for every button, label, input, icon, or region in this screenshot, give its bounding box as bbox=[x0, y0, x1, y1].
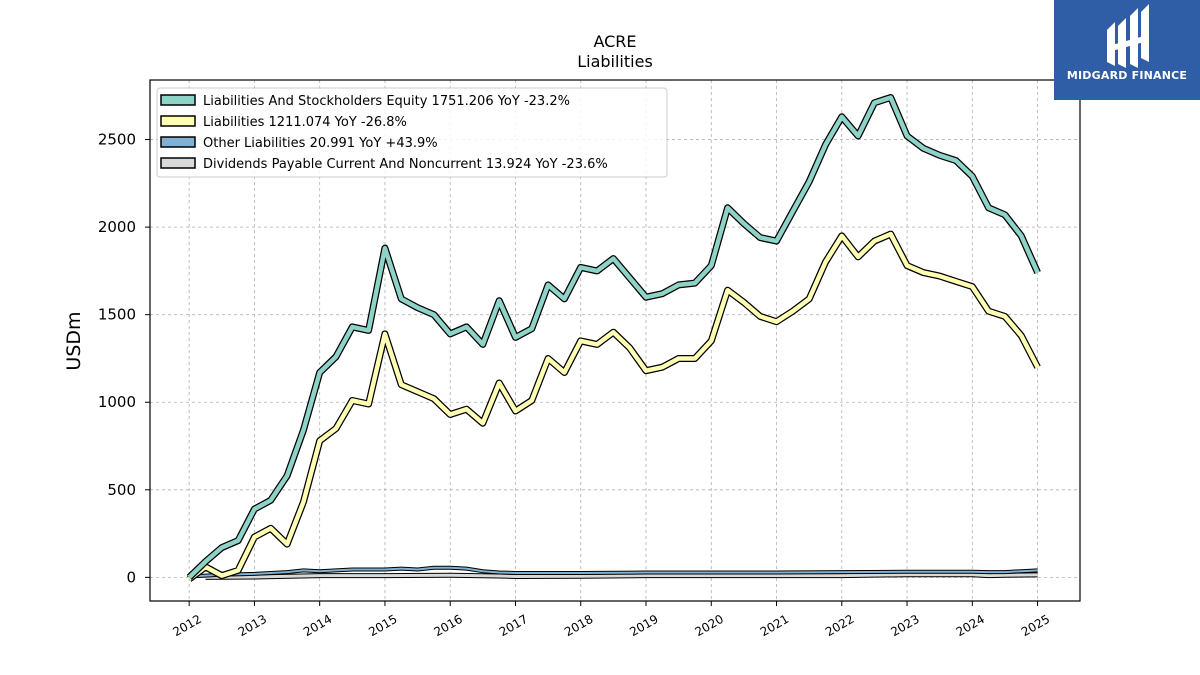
legend-label: Liabilities 1211.074 YoY -26.8% bbox=[203, 115, 407, 130]
y-tick-label: 2500 bbox=[98, 131, 136, 149]
x-tick-label: 2024 bbox=[954, 612, 987, 639]
legend-label: Dividends Payable Current And Noncurrent… bbox=[203, 157, 608, 172]
legend-label: Other Liabilities 20.991 YoY +43.9% bbox=[203, 136, 438, 151]
y-tick-label: 1000 bbox=[98, 393, 136, 411]
x-tick-label: 2014 bbox=[301, 612, 334, 639]
series-line bbox=[187, 231, 1040, 581]
x-tick-label: 2018 bbox=[562, 612, 595, 639]
series-line bbox=[187, 95, 1040, 580]
chart-subtitle: Liabilities bbox=[577, 52, 653, 71]
legend-label: Liabilities And Stockholders Equity 1751… bbox=[203, 94, 570, 109]
brand-logo: MIDGARD FINANCE bbox=[1054, 0, 1200, 100]
x-tick-label: 2015 bbox=[366, 612, 399, 639]
series-outline bbox=[187, 230, 1041, 582]
x-tick-label: 2013 bbox=[236, 612, 269, 639]
x-tick-label: 2017 bbox=[497, 612, 530, 639]
series-3 bbox=[205, 572, 1038, 580]
legend: Liabilities And Stockholders Equity 1751… bbox=[156, 87, 668, 178]
y-axis-label: USDm bbox=[63, 311, 85, 370]
series-lines bbox=[186, 94, 1041, 582]
legend-swatch bbox=[160, 94, 196, 106]
y-tick-label: 2000 bbox=[98, 218, 136, 236]
y-tick-label: 0 bbox=[126, 568, 136, 586]
series-1 bbox=[187, 230, 1041, 582]
series-2 bbox=[189, 565, 1038, 579]
y-tick-label: 1500 bbox=[98, 306, 136, 324]
x-tick-label: 2019 bbox=[627, 612, 660, 639]
legend-swatch bbox=[160, 157, 196, 169]
x-tick-label: 2012 bbox=[170, 612, 203, 639]
series-0 bbox=[186, 94, 1041, 580]
x-tick-label: 2016 bbox=[431, 612, 464, 639]
series-line bbox=[205, 573, 1038, 579]
logo-mark-icon bbox=[1107, 4, 1149, 68]
x-tick-label: 2025 bbox=[1019, 612, 1052, 639]
x-tick-label: 2020 bbox=[693, 612, 726, 639]
x-tick-label: 2022 bbox=[823, 612, 856, 639]
plot-frame bbox=[149, 79, 1081, 602]
x-tick-label: 2021 bbox=[758, 612, 791, 639]
logo-text: MIDGARD FINANCE bbox=[1066, 69, 1188, 82]
series-line bbox=[189, 566, 1038, 578]
x-tick-label: 2023 bbox=[888, 612, 921, 639]
legend-box bbox=[156, 87, 668, 178]
chart-title: ACRE bbox=[593, 32, 636, 51]
legend-swatch bbox=[160, 115, 196, 127]
legend-swatch bbox=[160, 136, 196, 148]
y-tick-label: 500 bbox=[107, 481, 136, 499]
